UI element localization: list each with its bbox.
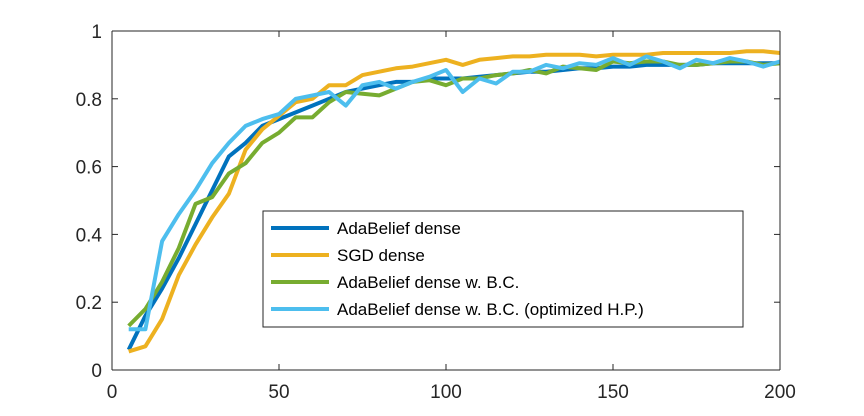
x-tick-label: 0 xyxy=(107,382,118,403)
x-tick-label: 150 xyxy=(597,382,629,403)
legend-label-4: AdaBelief dense w. B.C. (optimized H.P.) xyxy=(337,300,644,319)
legend-box xyxy=(262,210,744,328)
y-tick-label: 0.6 xyxy=(76,158,102,179)
plot-lines xyxy=(126,49,781,354)
series-line-2 xyxy=(128,49,781,354)
axes xyxy=(111,30,781,371)
y-tick-label: 0.4 xyxy=(76,225,103,246)
x-tick-label: 50 xyxy=(268,382,289,403)
series-line-4 xyxy=(128,54,781,332)
y-tick-label: 0 xyxy=(91,361,102,382)
y-tick-label: 0.2 xyxy=(76,293,102,314)
tick-labels: 0 50 100 150 200 0 0.2 0.4 0.6 0.8 1 xyxy=(76,22,796,403)
legend: AdaBelief dense SGD dense AdaBelief dense … xyxy=(262,210,744,328)
x-tick-label: 200 xyxy=(764,382,796,403)
legend-label-1: AdaBelief dense xyxy=(337,219,461,238)
x-tick-label: 100 xyxy=(430,382,462,403)
legend-label-2: SGD dense xyxy=(337,246,425,265)
legend-label-3: AdaBelief dense w. B.C. xyxy=(337,273,519,292)
y-tick-label: 0.8 xyxy=(76,90,102,111)
y-tick-label: 1 xyxy=(91,22,102,43)
